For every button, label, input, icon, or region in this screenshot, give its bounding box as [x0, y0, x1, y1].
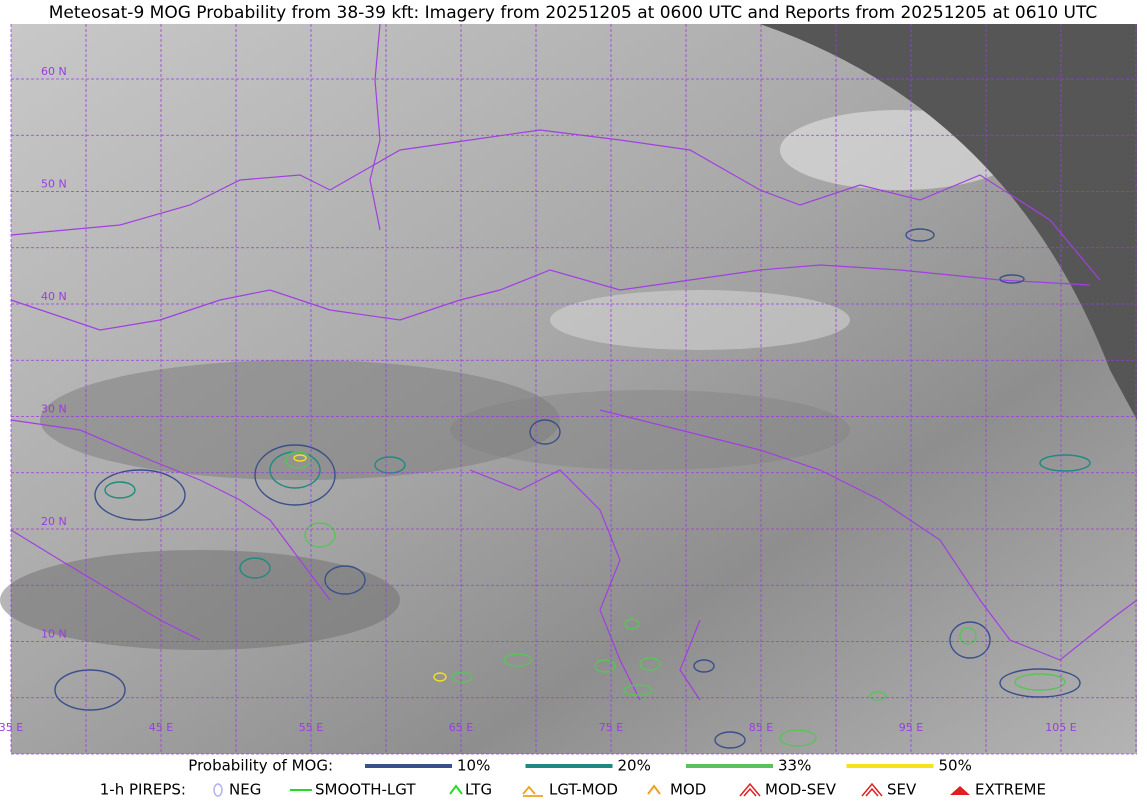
space [760, 24, 1137, 420]
lon-label: 35 E [0, 721, 23, 734]
legend-entry: 10% [457, 757, 490, 775]
lat-label: 40 N [41, 290, 67, 303]
legend-entry: NEG [229, 781, 261, 799]
borders [10, 23, 1138, 701]
legend-entry: SEV [887, 781, 917, 799]
legend-entry: MOD [670, 781, 706, 799]
legend-entry: LTG [465, 781, 492, 799]
lat-label: 50 N [41, 178, 67, 191]
title: Meteosat-9 MOG Probability from 38-39 kf… [49, 3, 1098, 23]
legend-entry: EXTREME [975, 781, 1046, 799]
lat-label: 10 N [41, 628, 67, 641]
legend-entry: LGT-MOD [549, 781, 618, 799]
legend-entry: 50% [939, 757, 972, 775]
pirep-symbol [950, 786, 970, 795]
map: 60 N 50 N 40 N 30 N 20 N 10 N 35 E 45 E 55 E 65 E… [0, 23, 1138, 755]
lon-label: 95 E [899, 721, 923, 734]
bright-cloud [550, 290, 850, 350]
lon-label: 75 E [599, 721, 623, 734]
pirep-symbol [213, 783, 223, 797]
pirep-symbol [739, 782, 761, 797]
pirep-symbol [449, 784, 463, 795]
lat-label: 20 N [41, 515, 67, 528]
pirep-symbol [522, 785, 543, 797]
contours [54, 228, 1091, 749]
dark-band [450, 390, 850, 470]
legend-label: 1-h PIREPS: [100, 781, 186, 799]
lon-label: 55 E [299, 721, 323, 734]
graticule [10, 24, 1137, 755]
lon-label: 65 E [449, 721, 473, 734]
pirep-symbol [647, 784, 661, 795]
pirep-symbol [861, 782, 883, 797]
lat-label: 60 N [41, 65, 67, 78]
dark-band [40, 360, 560, 480]
lon-label: 45 E [149, 721, 173, 734]
legend-entry: MOD-SEV [765, 781, 837, 799]
graticule-labels: 60 N 50 N 40 N 30 N 20 N 10 N 35 E 45 E 55 E 65 E… [0, 65, 1077, 734]
lon-label: 85 E [749, 721, 773, 734]
legend-entry: SMOOTH-LGT [315, 781, 416, 799]
legend-label: Probability of MOG: [188, 757, 333, 775]
dark-band [0, 550, 400, 650]
legend-entry: 20% [618, 757, 651, 775]
lat-label: 30 N [41, 403, 67, 416]
lon-label: 105 E [1045, 721, 1076, 734]
legend: Probability of MOG: 10% 20% 33% 50% 1-h PIREP… [100, 757, 1046, 799]
legend-entry: 33% [778, 757, 811, 775]
